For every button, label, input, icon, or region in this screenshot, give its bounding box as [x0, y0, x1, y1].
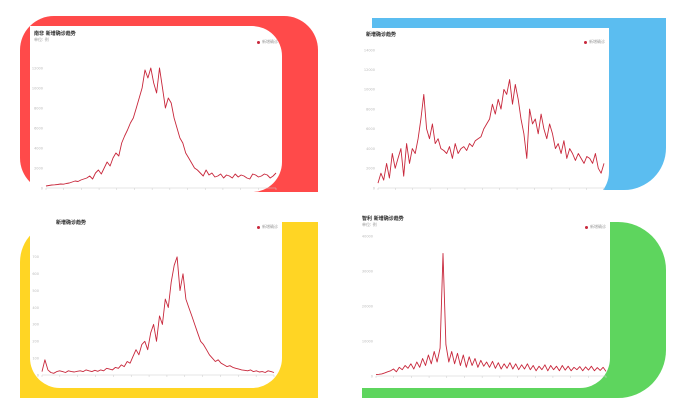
y-tick-label: 20000 [362, 304, 373, 308]
y-tick-label: 600 [32, 272, 39, 276]
chart-1-unit: 单位: 例 [34, 37, 49, 42]
y-tick-label: 0 [373, 186, 375, 190]
y-tick-label: 30000 [362, 269, 373, 273]
y-tick-label: 700 [32, 255, 39, 259]
y-tick-label: 8000 [34, 106, 43, 110]
y-tick-label: 2000 [366, 167, 375, 171]
chart-3-title: 新增确诊趋势 [56, 220, 87, 226]
y-tick-label: 10000 [32, 86, 43, 90]
series-line [375, 253, 607, 376]
y-tick-label: 4000 [366, 147, 375, 151]
y-tick-label: 4000 [34, 146, 43, 150]
y-tick-label: 0 [37, 373, 39, 377]
legend-marker [257, 40, 260, 44]
chart-2-title: 新增确诊趋势 [366, 32, 397, 38]
chart-4-legend-label: 新增确诊 [590, 224, 606, 229]
chart-3-legend-label: 新增确诊 [262, 224, 278, 229]
y-tick-label: 100 [32, 356, 39, 360]
y-tick-label: 12000 [364, 68, 375, 72]
panel-4-card [358, 212, 610, 388]
chart-1-title: 南非 新增确诊趋势 [34, 31, 76, 37]
y-tick-label: 6000 [366, 127, 375, 131]
chart-2-legend: 新增确诊 [584, 39, 605, 45]
y-tick-label: 40000 [362, 234, 373, 238]
series-line [41, 256, 275, 374]
legend-marker [585, 225, 588, 229]
y-tick-label: 400 [32, 306, 39, 310]
chart-4-title: 智利 新增确诊趋势 [362, 216, 404, 222]
chart-1-legend-label: 新增确诊 [262, 39, 278, 44]
legend-marker [257, 225, 260, 229]
y-tick-label: 8000 [366, 107, 375, 111]
panel-1-card [30, 26, 282, 192]
series-line [377, 79, 605, 184]
y-tick-label: 12000 [32, 66, 43, 70]
y-tick-label: 0 [41, 186, 43, 190]
y-tick-label: 14000 [364, 48, 375, 52]
chart-4-unit: 单位: 例 [362, 222, 377, 227]
chart-1-legend: 新增确诊 [257, 39, 278, 45]
y-tick-label: 6000 [34, 126, 43, 130]
y-tick-label: 10000 [362, 339, 373, 343]
y-tick-label: 200 [32, 340, 39, 344]
chart-2-legend-label: 新增确诊 [589, 39, 605, 44]
y-tick-label: 0 [371, 374, 373, 378]
chart-4-legend: 新增确诊 [585, 224, 606, 230]
y-tick-label: 2000 [34, 166, 43, 170]
y-tick-label: 300 [32, 323, 39, 327]
series-line [45, 67, 277, 187]
y-tick-label: 10000 [364, 88, 375, 92]
panel-3-card [30, 218, 282, 388]
chart-3-legend: 新增确诊 [257, 224, 278, 230]
legend-marker [584, 40, 587, 44]
y-tick-label: 500 [32, 289, 39, 293]
